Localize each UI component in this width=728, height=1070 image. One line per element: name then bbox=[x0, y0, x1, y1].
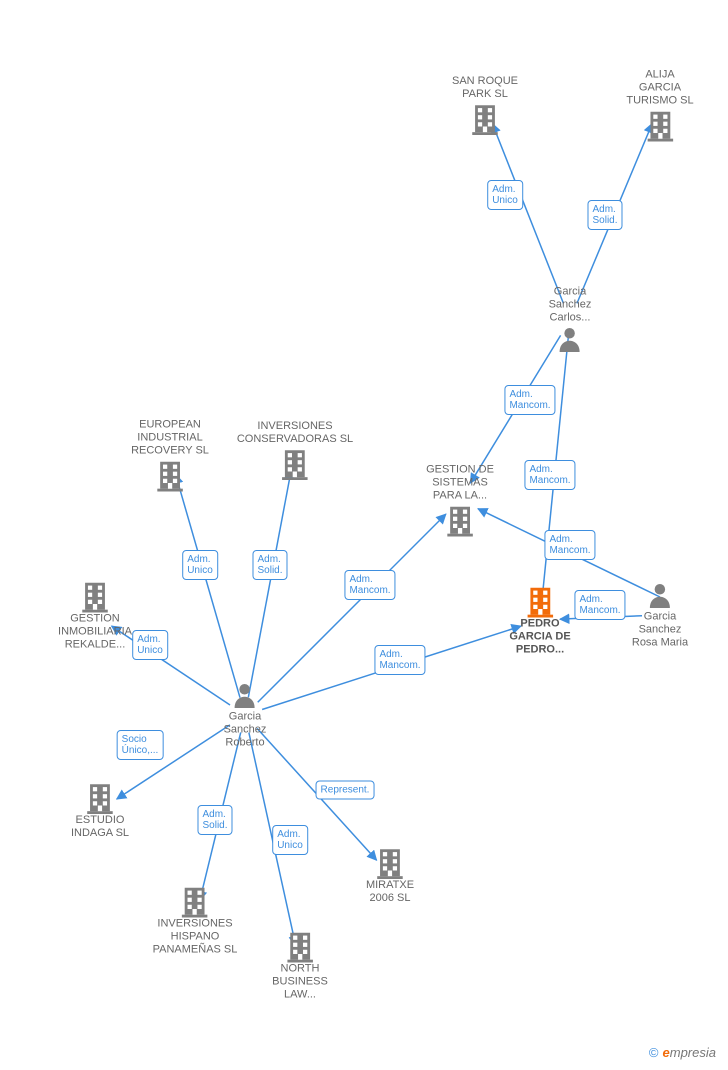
edge-label: Adm. Unico bbox=[132, 630, 168, 660]
person-node[interactable]: Garcia Sanchez Rosa Maria bbox=[632, 581, 688, 650]
node-label: GESTION DE SISTEMAS PARA LA... bbox=[426, 464, 494, 503]
building-icon bbox=[153, 458, 187, 492]
node-label: MIRATXE 2006 SL bbox=[366, 879, 414, 905]
company-node[interactable]: ESTUDIO INDAGA SL bbox=[71, 780, 129, 840]
edge-label: Adm. Mancom. bbox=[504, 385, 555, 415]
company-node[interactable]: PEDRO GARCIA DE PEDRO... bbox=[509, 584, 570, 657]
company-node[interactable]: GESTION INMOBILIARIA REKALDE... bbox=[58, 579, 132, 652]
company-node[interactable]: INVERSIONES HISPANO PANAMEÑAS SL bbox=[153, 884, 238, 957]
company-node[interactable]: SAN ROQUE PARK SL bbox=[452, 75, 518, 135]
edge-label: Adm. Mancom. bbox=[524, 460, 575, 490]
node-label: INVERSIONES HISPANO PANAMEÑAS SL bbox=[153, 918, 238, 957]
building-icon bbox=[443, 503, 477, 537]
building-icon bbox=[78, 579, 112, 613]
node-label: PEDRO GARCIA DE PEDRO... bbox=[509, 618, 570, 657]
building-icon bbox=[468, 101, 502, 135]
edge-label: Adm. Solid. bbox=[252, 550, 287, 580]
edges-layer bbox=[0, 0, 728, 1070]
node-label: ESTUDIO INDAGA SL bbox=[71, 814, 129, 840]
node-label: EUROPEAN INDUSTRIAL RECOVERY SL bbox=[131, 419, 209, 458]
person-icon bbox=[555, 325, 585, 355]
company-node[interactable]: EUROPEAN INDUSTRIAL RECOVERY SL bbox=[131, 419, 209, 492]
building-icon bbox=[283, 929, 317, 963]
edge-label: Adm. Unico bbox=[182, 550, 218, 580]
company-node[interactable]: NORTH BUSINESS LAW... bbox=[272, 929, 328, 1002]
watermark: ©empresia bbox=[649, 1045, 716, 1060]
company-node[interactable]: ALIJA GARCIA TURISMO SL bbox=[626, 69, 693, 142]
node-label: Garcia Sanchez Carlos... bbox=[549, 286, 592, 325]
building-icon bbox=[523, 584, 557, 618]
edge-label: Adm. Unico bbox=[487, 180, 523, 210]
edge-label: Socio Único,... bbox=[117, 730, 164, 760]
edge-label: Adm. Mancom. bbox=[574, 590, 625, 620]
node-label: Garcia Sanchez Rosa Maria bbox=[632, 611, 688, 650]
company-node[interactable]: GESTION DE SISTEMAS PARA LA... bbox=[426, 464, 494, 537]
building-icon bbox=[83, 780, 117, 814]
edge-label: Adm. Mancom. bbox=[344, 570, 395, 600]
node-label: SAN ROQUE PARK SL bbox=[452, 75, 518, 101]
person-node[interactable]: Garcia Sanchez Carlos... bbox=[549, 286, 592, 355]
node-label: GESTION INMOBILIARIA REKALDE... bbox=[58, 613, 132, 652]
company-node[interactable]: MIRATXE 2006 SL bbox=[366, 845, 414, 905]
edge-label: Adm. Mancom. bbox=[374, 645, 425, 675]
edge-label: Adm. Unico bbox=[272, 825, 308, 855]
edge-label: Adm. Mancom. bbox=[544, 530, 595, 560]
edge-label: Represent. bbox=[316, 781, 375, 800]
node-label: Garcia Sanchez Roberto bbox=[224, 711, 267, 750]
company-node[interactable]: INVERSIONES CONSERVADORAS SL bbox=[237, 420, 353, 480]
node-label: ALIJA GARCIA TURISMO SL bbox=[626, 69, 693, 108]
watermark-text: mpresia bbox=[670, 1045, 716, 1060]
building-icon bbox=[643, 108, 677, 142]
building-icon bbox=[373, 845, 407, 879]
network-diagram: ©empresia Adm. Unico Adm. Solid. Adm. Manc… bbox=[0, 0, 728, 1070]
building-icon bbox=[278, 446, 312, 480]
edge-label: Adm. Solid. bbox=[587, 200, 622, 230]
person-icon bbox=[230, 681, 260, 711]
person-node[interactable]: Garcia Sanchez Roberto bbox=[224, 681, 267, 750]
node-label: NORTH BUSINESS LAW... bbox=[272, 963, 328, 1002]
building-icon bbox=[178, 884, 212, 918]
person-icon bbox=[645, 581, 675, 611]
node-label: INVERSIONES CONSERVADORAS SL bbox=[237, 420, 353, 446]
edge-label: Adm. Solid. bbox=[197, 805, 232, 835]
